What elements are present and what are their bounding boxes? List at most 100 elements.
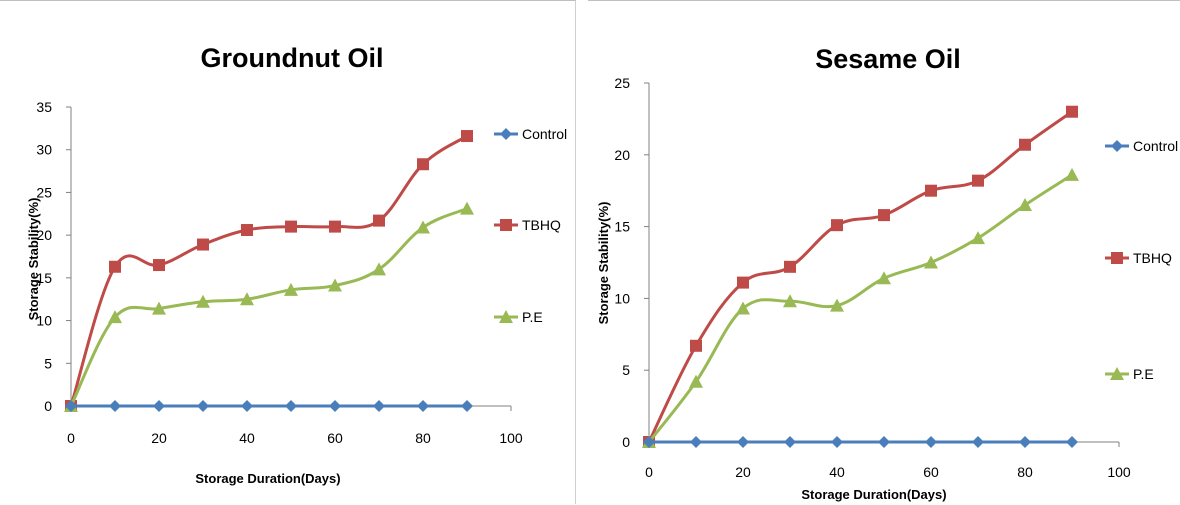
- data-point: [461, 400, 473, 412]
- x-tick-label: 80: [415, 430, 431, 446]
- data-point: [328, 278, 342, 292]
- y-tick-label: 5: [622, 362, 630, 378]
- legend-marker: [1111, 140, 1123, 152]
- data-point: [690, 436, 702, 448]
- data-point: [108, 310, 122, 324]
- data-point: [153, 259, 165, 272]
- data-point: [329, 220, 341, 233]
- legend-label: P.E: [1133, 366, 1154, 382]
- data-point: [241, 224, 253, 237]
- legend-marker: [1111, 252, 1123, 264]
- x-tick-label: 100: [499, 430, 523, 446]
- legend-entry: Control: [494, 126, 567, 142]
- data-point: [152, 301, 166, 315]
- data-point: [783, 294, 797, 308]
- x-tick-label: 60: [923, 464, 939, 480]
- chart-title: Sesame Oil: [815, 44, 961, 74]
- data-point: [1066, 436, 1078, 448]
- data-point: [372, 262, 386, 276]
- legend-entry: Control: [1105, 138, 1178, 154]
- data-point: [925, 184, 937, 197]
- x-tick-label: 20: [151, 430, 167, 446]
- legend-marker: [500, 128, 512, 140]
- x-axis-label: Storage Duration(Days): [195, 471, 340, 486]
- data-point: [830, 298, 844, 312]
- y-tick-label: 35: [36, 99, 52, 115]
- data-point: [736, 301, 750, 315]
- x-axis-label: Storage Duration(Days): [801, 487, 946, 502]
- data-point: [971, 231, 985, 245]
- data-point: [1019, 138, 1031, 151]
- data-point: [877, 271, 891, 285]
- chart-title: Groundnut Oil: [201, 43, 384, 73]
- legend-label: P.E: [522, 309, 543, 325]
- y-tick-label: 30: [36, 142, 52, 158]
- x-tick-label: 0: [67, 430, 75, 446]
- data-point: [241, 400, 253, 412]
- x-tick-label: 40: [829, 464, 845, 480]
- series-p-e: [64, 201, 474, 412]
- data-point: [109, 400, 121, 412]
- data-point: [417, 400, 429, 412]
- series-tbhq: [65, 130, 473, 412]
- data-point: [460, 201, 474, 215]
- y-tick-label: 25: [614, 75, 630, 91]
- data-point: [689, 374, 703, 388]
- data-point: [373, 400, 385, 412]
- series-tbhq: [643, 105, 1078, 448]
- legend-label: Control: [1133, 138, 1178, 154]
- data-point: [784, 436, 796, 448]
- x-tick-label: 0: [645, 464, 653, 480]
- data-point: [878, 436, 890, 448]
- series-line: [647, 173, 1073, 443]
- data-point: [925, 436, 937, 448]
- chart-panel-groundnut: Groundnut Oil 0 5 10 15 20 25 30 35 0 20 40 60 80 100 S…: [0, 0, 576, 504]
- data-point: [878, 209, 890, 222]
- data-point: [285, 220, 297, 233]
- data-point: [690, 339, 702, 352]
- data-point: [924, 255, 938, 269]
- data-point: [1066, 105, 1078, 118]
- data-point: [197, 400, 209, 412]
- data-point: [109, 260, 121, 273]
- legend-entry: TBHQ: [1105, 250, 1172, 266]
- data-point: [972, 436, 984, 448]
- legend-marker: [500, 219, 512, 231]
- series-control: [643, 436, 1078, 448]
- series-p-e: [642, 167, 1079, 448]
- legend-label: TBHQ: [1133, 250, 1172, 266]
- y-tick-label: 15: [36, 270, 52, 286]
- x-tick-label: 60: [327, 430, 343, 446]
- data-point: [285, 400, 297, 412]
- data-point: [461, 130, 473, 143]
- data-point: [737, 436, 749, 448]
- y-axis-label: Storage Stability(%): [596, 202, 611, 325]
- data-point: [284, 282, 298, 296]
- y-tick-label: 20: [614, 147, 630, 163]
- series-control: [65, 400, 473, 412]
- y-tick-label: 10: [614, 290, 630, 306]
- y-tick-label: 20: [36, 227, 52, 243]
- legend-label: TBHQ: [522, 217, 561, 233]
- data-point: [1018, 198, 1032, 212]
- data-point: [1019, 436, 1031, 448]
- legend-entry: P.E: [494, 309, 543, 325]
- data-point: [196, 294, 210, 308]
- data-point: [329, 400, 341, 412]
- x-tick-label: 100: [1107, 464, 1131, 480]
- y-tick-label: 0: [622, 434, 630, 450]
- x-tick-label: 80: [1017, 464, 1033, 480]
- data-point: [784, 260, 796, 273]
- y-tick-label: 0: [44, 398, 52, 414]
- x-tick-label: 40: [239, 430, 255, 446]
- data-point: [737, 276, 749, 289]
- data-point: [65, 400, 77, 412]
- data-point: [373, 214, 385, 227]
- chart-panel-sesame: Sesame Oil 0 5 10 15 20 25 0 20 40 60 80 100 Storage …: [588, 0, 1180, 504]
- y-axis-label: Storage Stability(%): [26, 198, 41, 321]
- data-point: [417, 158, 429, 171]
- legend-entry: P.E: [1105, 366, 1154, 382]
- data-point: [416, 220, 430, 234]
- legend-marker: [1110, 367, 1124, 380]
- series-line: [69, 134, 468, 407]
